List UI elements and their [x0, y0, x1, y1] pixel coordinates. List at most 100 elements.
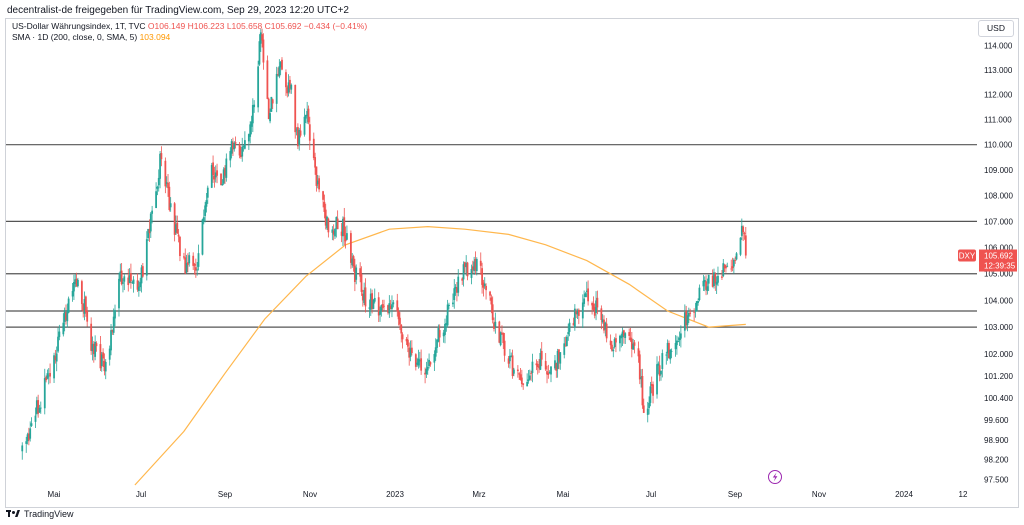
candle — [46, 369, 49, 380]
candle — [613, 337, 616, 349]
candle — [49, 363, 51, 384]
candle — [259, 29, 262, 52]
sma-line — [134, 225, 746, 486]
time-axis[interactable]: Mai Jul Sep Nov 2023 Mrz Mai Jul Sep Nov 2024 12 — [48, 490, 968, 499]
candle — [490, 294, 493, 314]
candle — [453, 279, 456, 309]
candle — [29, 421, 32, 442]
candle — [491, 296, 494, 324]
time-tick-label: Mai — [48, 490, 61, 499]
candle — [734, 256, 737, 264]
candle — [665, 351, 668, 365]
publish-info: decentralist-de freigegeben für TradingV… — [7, 5, 349, 16]
candle — [34, 407, 37, 428]
candle — [381, 299, 384, 313]
candle — [95, 341, 98, 352]
candle — [656, 356, 658, 399]
candle — [148, 219, 151, 242]
candle — [706, 278, 709, 295]
candle — [527, 370, 530, 384]
time-tick-label: Nov — [303, 490, 317, 499]
candle — [658, 355, 661, 382]
candle — [572, 317, 575, 326]
candle — [511, 349, 514, 379]
candle — [295, 127, 298, 136]
candle — [360, 266, 363, 296]
price-tick-label: 100.400 — [984, 394, 1013, 403]
candle — [71, 282, 74, 302]
candle — [516, 365, 519, 378]
candle — [373, 288, 376, 304]
candle — [299, 124, 302, 138]
candle — [510, 352, 513, 358]
candle — [251, 98, 254, 133]
candle — [583, 290, 586, 307]
candle — [355, 264, 358, 285]
candle — [548, 370, 551, 374]
candle — [346, 225, 348, 241]
candle — [689, 308, 692, 317]
candle — [238, 142, 241, 159]
time-tick-label: Sep — [728, 490, 743, 499]
candle — [296, 123, 299, 150]
candle — [363, 282, 366, 305]
candle — [567, 323, 570, 341]
candle — [637, 341, 640, 363]
candle — [306, 101, 309, 124]
candle — [65, 304, 67, 325]
price-tick-label: 107.000 — [984, 217, 1013, 226]
candle — [112, 308, 115, 336]
candle — [473, 256, 476, 275]
candle — [266, 55, 269, 100]
candle — [168, 181, 171, 212]
time-tick-label: Jul — [646, 490, 656, 499]
candle — [538, 359, 540, 373]
candle — [605, 317, 608, 343]
candle — [136, 273, 139, 292]
candle — [721, 269, 723, 281]
candle — [414, 353, 417, 371]
footer-branding[interactable]: TradingView — [6, 509, 74, 519]
price-tick-label: 113.000 — [984, 66, 1013, 75]
candle — [53, 352, 55, 383]
candle — [269, 108, 271, 124]
candle — [118, 272, 120, 317]
candle — [122, 278, 124, 293]
candle — [267, 97, 270, 120]
candle — [566, 334, 568, 347]
candle — [83, 291, 86, 321]
candle — [544, 352, 547, 371]
candle — [262, 33, 265, 70]
candle — [425, 361, 428, 379]
candle — [233, 141, 236, 152]
candle — [429, 361, 432, 367]
candle — [509, 349, 511, 369]
candle — [581, 294, 584, 328]
currency-button[interactable]: USD — [978, 20, 1014, 37]
candle — [130, 263, 132, 289]
candle — [698, 284, 701, 302]
candle — [364, 278, 367, 313]
candle — [359, 262, 362, 283]
candle — [222, 167, 225, 185]
candle — [573, 304, 576, 331]
candle — [66, 303, 69, 328]
candle — [294, 84, 297, 139]
price-axis[interactable]: 114.000 113.000 112.000 111.000 110.000 109.0… — [984, 42, 1013, 485]
candle — [214, 165, 217, 183]
candle — [743, 231, 746, 240]
candle — [417, 349, 420, 369]
sma-200-line — [134, 225, 746, 486]
candle — [485, 283, 487, 300]
candle — [177, 229, 180, 243]
candle — [327, 217, 330, 238]
candle — [396, 293, 399, 317]
time-tick-label: Sep — [218, 490, 233, 499]
candle — [702, 274, 705, 291]
candle — [595, 291, 597, 321]
candle — [428, 353, 430, 369]
lightning-icon[interactable] — [768, 470, 782, 484]
candle — [206, 185, 209, 204]
candle — [57, 327, 59, 354]
